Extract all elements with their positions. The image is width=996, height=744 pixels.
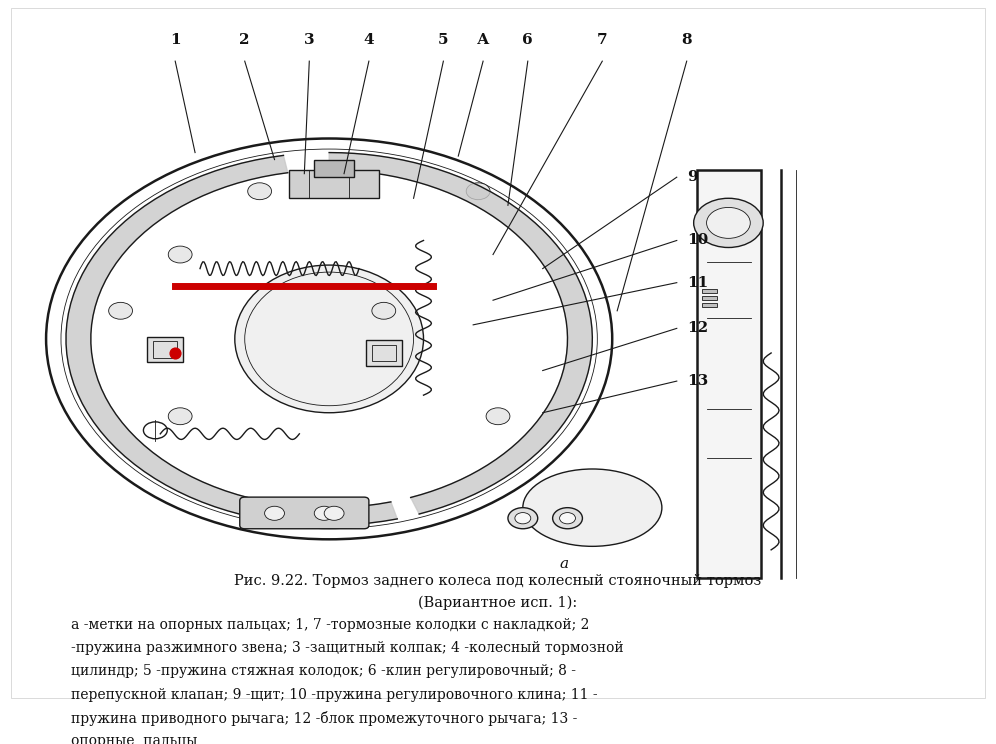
Text: А: А — [477, 33, 489, 47]
FancyBboxPatch shape — [290, 170, 378, 198]
Circle shape — [693, 198, 763, 248]
Text: 6: 6 — [523, 33, 533, 47]
FancyBboxPatch shape — [147, 337, 183, 362]
Text: 12: 12 — [686, 321, 708, 336]
Text: 9: 9 — [686, 170, 697, 185]
Circle shape — [168, 246, 192, 263]
Circle shape — [466, 183, 490, 199]
Circle shape — [508, 507, 538, 529]
Circle shape — [486, 408, 510, 425]
Circle shape — [515, 513, 531, 524]
Text: Рис. 9.22. Тормоз заднего колеса под колесный стояночный тормоз: Рис. 9.22. Тормоз заднего колеса под кол… — [234, 574, 762, 589]
Text: цилиндр; 5 -пружина стяжная колодок; 6 -клин регулировочный; 8 -: цилиндр; 5 -пружина стяжная колодок; 6 -… — [71, 664, 576, 679]
Text: 7: 7 — [597, 33, 608, 47]
FancyBboxPatch shape — [315, 160, 354, 177]
Circle shape — [560, 513, 576, 524]
Bar — [701, 289, 716, 293]
Text: пружина приводного рычага; 12 -блок промежуточного рычага; 13 -: пружина приводного рычага; 12 -блок пром… — [71, 711, 578, 726]
Text: опорные  пальцы: опорные пальцы — [71, 734, 197, 744]
Text: -пружина разжимного звена; 3 -защитный колпак; 4 -колесный тормозной: -пружина разжимного звена; 3 -защитный к… — [71, 641, 623, 655]
Text: 3: 3 — [304, 33, 315, 47]
Point — [167, 347, 183, 359]
Text: 4: 4 — [364, 33, 374, 47]
Text: а -метки на опорных пальцах; 1, 7 -тормозные колодки с накладкой; 2: а -метки на опорных пальцах; 1, 7 -тормо… — [71, 618, 590, 632]
Circle shape — [265, 506, 285, 520]
FancyBboxPatch shape — [240, 497, 369, 529]
Circle shape — [553, 507, 583, 529]
Bar — [701, 296, 716, 301]
Text: 13: 13 — [686, 374, 708, 388]
Circle shape — [372, 302, 395, 319]
Circle shape — [168, 408, 192, 425]
FancyBboxPatch shape — [366, 340, 401, 365]
FancyBboxPatch shape — [696, 170, 761, 578]
Circle shape — [706, 208, 750, 238]
Text: 2: 2 — [239, 33, 250, 47]
Circle shape — [324, 506, 344, 520]
Text: перепускной клапан; 9 -щит; 10 -пружина регулировочного клина; 11 -: перепускной клапан; 9 -щит; 10 -пружина … — [71, 687, 598, 702]
Polygon shape — [66, 155, 397, 525]
Ellipse shape — [523, 469, 662, 546]
Text: 11: 11 — [686, 276, 708, 289]
Circle shape — [248, 183, 272, 199]
Ellipse shape — [235, 265, 423, 413]
Text: (Вариантное исп. 1):: (Вариантное исп. 1): — [418, 595, 578, 610]
Circle shape — [109, 302, 132, 319]
Text: а: а — [560, 557, 569, 571]
Text: 5: 5 — [438, 33, 448, 47]
Text: 8: 8 — [681, 33, 692, 47]
Polygon shape — [329, 153, 593, 514]
Bar — [701, 303, 716, 307]
Text: 1: 1 — [170, 33, 180, 47]
Circle shape — [315, 506, 334, 520]
Text: 10: 10 — [686, 234, 708, 248]
